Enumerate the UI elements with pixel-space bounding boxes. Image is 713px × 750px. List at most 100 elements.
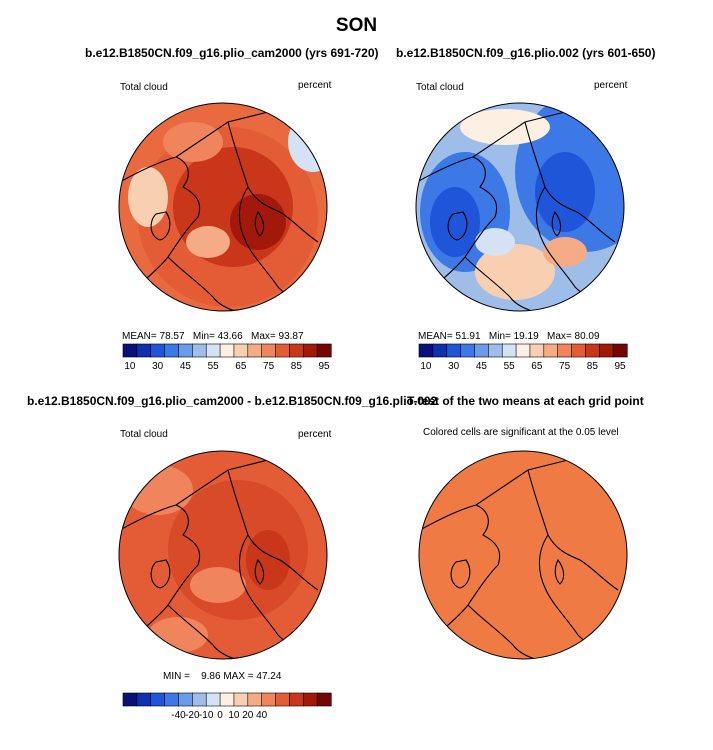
panel-1-stats: MEAN= 78.57 Min= 43.66 Max= 93.87 bbox=[122, 331, 304, 342]
colorbar-tick-label: 55 bbox=[504, 361, 516, 372]
panel-2-mean-label: MEAN= bbox=[418, 331, 453, 342]
panel-2-stats: MEAN= 51.91 Min= 19.19 Max= 80.09 bbox=[418, 331, 600, 342]
colorbar-tick-label: 40 bbox=[256, 710, 268, 721]
colorbar-cell bbox=[543, 343, 559, 358]
colorbar-cell bbox=[178, 692, 193, 707]
colorbar-cell bbox=[598, 343, 614, 358]
panel-4-title: T-test of the two means at each grid poi… bbox=[407, 394, 644, 408]
panel-2-min-value: 19.19 bbox=[513, 331, 539, 342]
colorbar-tick-label: 20 bbox=[242, 710, 254, 721]
panel-1-map bbox=[118, 102, 328, 312]
colorbar-tick-label: 85 bbox=[291, 361, 303, 372]
colorbar-tick-label: 10 bbox=[420, 361, 432, 372]
colorbar-cell bbox=[571, 343, 587, 358]
panel-3-max-label: MAX = bbox=[223, 671, 254, 682]
panel-3-title: b.e12.B1850CN.f09_g16.plio_cam2000 - b.e… bbox=[27, 394, 438, 408]
panel-4-significance-fill bbox=[419, 451, 627, 659]
colorbar-cell bbox=[501, 343, 517, 358]
colorbar-tick-label: 65 bbox=[531, 361, 543, 372]
panel-1-colorbar: 10 30 45 55 65 75 85 95 bbox=[122, 343, 332, 372]
figure-title: SON bbox=[335, 15, 378, 36]
colorbar-cell bbox=[205, 692, 221, 707]
panel-3-colorbar: -40 -20 -10 0 10 20 40 bbox=[122, 692, 332, 721]
colorbar-tick-label: 10 bbox=[228, 710, 240, 721]
panel-1-mean-value: 78.57 bbox=[159, 331, 185, 342]
colorbar-cell bbox=[233, 692, 249, 707]
colorbar-cell bbox=[192, 343, 207, 358]
colorbar-tick-label: 75 bbox=[559, 361, 571, 372]
colorbar-cell bbox=[418, 343, 434, 358]
colorbar-tick-label: 55 bbox=[208, 361, 220, 372]
colorbar-tick-label: -20 bbox=[185, 710, 200, 721]
colorbar-cell bbox=[460, 343, 476, 358]
colorbar-tick-label: 30 bbox=[152, 361, 164, 372]
colorbar-cell bbox=[150, 692, 166, 707]
colorbar-cell bbox=[233, 343, 249, 358]
panel-4-subtitle: Colored cells are significant at the 0.0… bbox=[423, 427, 619, 438]
panel-3-units-label: percent bbox=[298, 429, 332, 440]
colorbar-cell bbox=[585, 343, 600, 358]
panel-1-max-value: 93.87 bbox=[278, 331, 304, 342]
panel-2-variable-label: Total cloud bbox=[416, 82, 464, 93]
colorbar-tick-label: 75 bbox=[263, 361, 275, 372]
panel-2-title: b.e12.B1850CN.f09_g16.plio.002 (yrs 601-… bbox=[396, 46, 656, 60]
colorbar-cell bbox=[261, 343, 277, 358]
panel-3-min-value: 9.86 bbox=[201, 671, 221, 682]
colorbar-cell bbox=[529, 343, 545, 358]
colorbar-cell bbox=[275, 343, 291, 358]
colorbar-cell bbox=[302, 692, 318, 707]
colorbar-cell bbox=[289, 692, 304, 707]
colorbar-cell bbox=[205, 343, 221, 358]
colorbar-cell bbox=[488, 343, 503, 358]
colorbar-cell bbox=[261, 692, 277, 707]
panel-2-colorbar: 10 30 45 55 65 75 85 95 bbox=[418, 343, 628, 372]
colorbar-cell bbox=[557, 343, 573, 358]
colorbar-tick-label: -10 bbox=[199, 710, 214, 721]
colorbar-tick-label: 0 bbox=[217, 710, 223, 721]
colorbar-cell bbox=[302, 343, 318, 358]
colorbar-tick-label: 85 bbox=[587, 361, 599, 372]
panel-1-variable-label: Total cloud bbox=[120, 82, 168, 93]
colorbar-cell bbox=[515, 343, 531, 358]
colorbar-cell bbox=[316, 692, 332, 707]
panel-1-min-label: Min= bbox=[192, 331, 215, 342]
panel-3-map bbox=[118, 450, 328, 660]
panel-2-units-label: percent bbox=[594, 80, 628, 91]
colorbar-cell bbox=[164, 343, 180, 358]
panel-2-map bbox=[415, 102, 625, 312]
panel-1-mean-label: MEAN= bbox=[122, 331, 157, 342]
colorbar-cell bbox=[219, 692, 235, 707]
panel-4-map bbox=[418, 450, 628, 660]
colorbar-tick-label: 30 bbox=[448, 361, 460, 372]
colorbar-cell bbox=[275, 692, 291, 707]
colorbar-cell bbox=[164, 692, 180, 707]
colorbar-cell bbox=[122, 692, 138, 707]
panel-1-min-value: 43.66 bbox=[217, 331, 243, 342]
panel-2-max-label: Max= bbox=[547, 331, 572, 342]
colorbar-cell bbox=[289, 343, 304, 358]
colorbar-tick-label: 10 bbox=[124, 361, 136, 372]
colorbar-tick-label: 45 bbox=[476, 361, 488, 372]
colorbar-cell bbox=[446, 343, 462, 358]
panel-2-min-label: Min= bbox=[488, 331, 511, 342]
colorbar-cell bbox=[122, 343, 138, 358]
panel-3-stats: MIN = 9.86 MAX = 47.24 bbox=[163, 671, 281, 682]
panel-3-max-value: 47.24 bbox=[256, 671, 282, 682]
colorbar-cell bbox=[136, 343, 152, 358]
colorbar-cell bbox=[247, 692, 263, 707]
panel-1-units-label: percent bbox=[298, 80, 332, 91]
panel-1-max-label: Max= bbox=[251, 331, 276, 342]
colorbar-cell bbox=[192, 692, 207, 707]
colorbar-tick-label: 95 bbox=[319, 361, 331, 372]
colorbar-cell bbox=[136, 692, 152, 707]
panel-3-variable-label: Total cloud bbox=[120, 429, 168, 440]
panel-1-title: b.e12.B1850CN.f09_g16.plio_cam2000 (yrs … bbox=[85, 46, 379, 60]
colorbar-cell bbox=[316, 343, 332, 358]
colorbar-cell bbox=[150, 343, 166, 358]
colorbar-tick-label: 95 bbox=[615, 361, 627, 372]
panel-2-mean-value: 51.91 bbox=[455, 331, 481, 342]
panel-3-min-label: MIN = bbox=[163, 671, 190, 682]
colorbar-tick-label: -40 bbox=[171, 710, 186, 721]
colorbar-cell bbox=[219, 343, 235, 358]
colorbar-cell bbox=[432, 343, 448, 358]
